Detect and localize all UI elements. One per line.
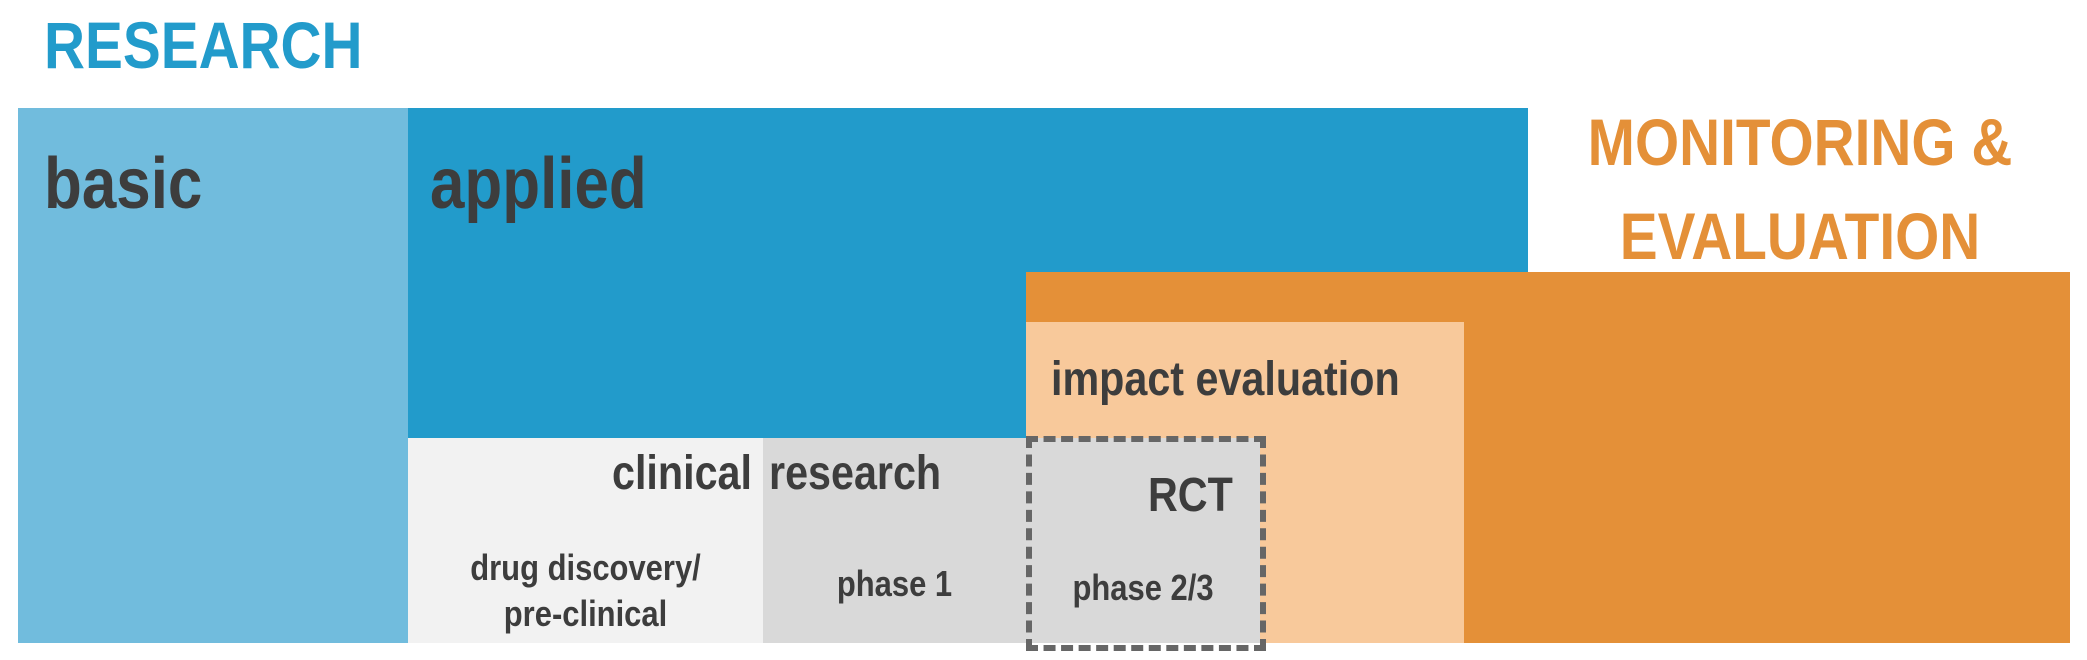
clinical-trials-block: [763, 438, 1028, 643]
drug-discovery-line1: drug discovery/: [470, 547, 701, 588]
me-title-line1: MONITORING &: [1587, 105, 2013, 179]
phase1-label: phase 1: [763, 566, 1026, 602]
impact-evaluation-label: impact evaluation: [1051, 353, 1400, 406]
rct-dashed-outline: [1026, 436, 1266, 651]
phase23-text: phase 2/3: [1072, 567, 1214, 608]
preclinical-block: [408, 438, 763, 643]
clinical-label-part1: clinical: [612, 447, 752, 500]
clinical-label-part2: research: [769, 447, 942, 500]
applied-label: applied: [430, 144, 647, 224]
phase23-label: phase 2/3: [1032, 570, 1254, 606]
me-title: MONITORING & EVALUATION: [1530, 95, 2070, 283]
drug-discovery-line2: pre-clinical: [503, 593, 668, 634]
basic-label: basic: [44, 144, 203, 224]
rct-label: RCT: [1148, 469, 1233, 522]
research-title: RESEARCH: [44, 8, 363, 82]
rct-background: [1026, 438, 1260, 643]
basic-research-block: [18, 108, 408, 643]
drug-discovery-label: drug discovery/ pre-clinical: [408, 545, 763, 637]
phase1-text: phase 1: [836, 563, 953, 604]
me-title-line2: EVALUATION: [1619, 199, 1981, 273]
